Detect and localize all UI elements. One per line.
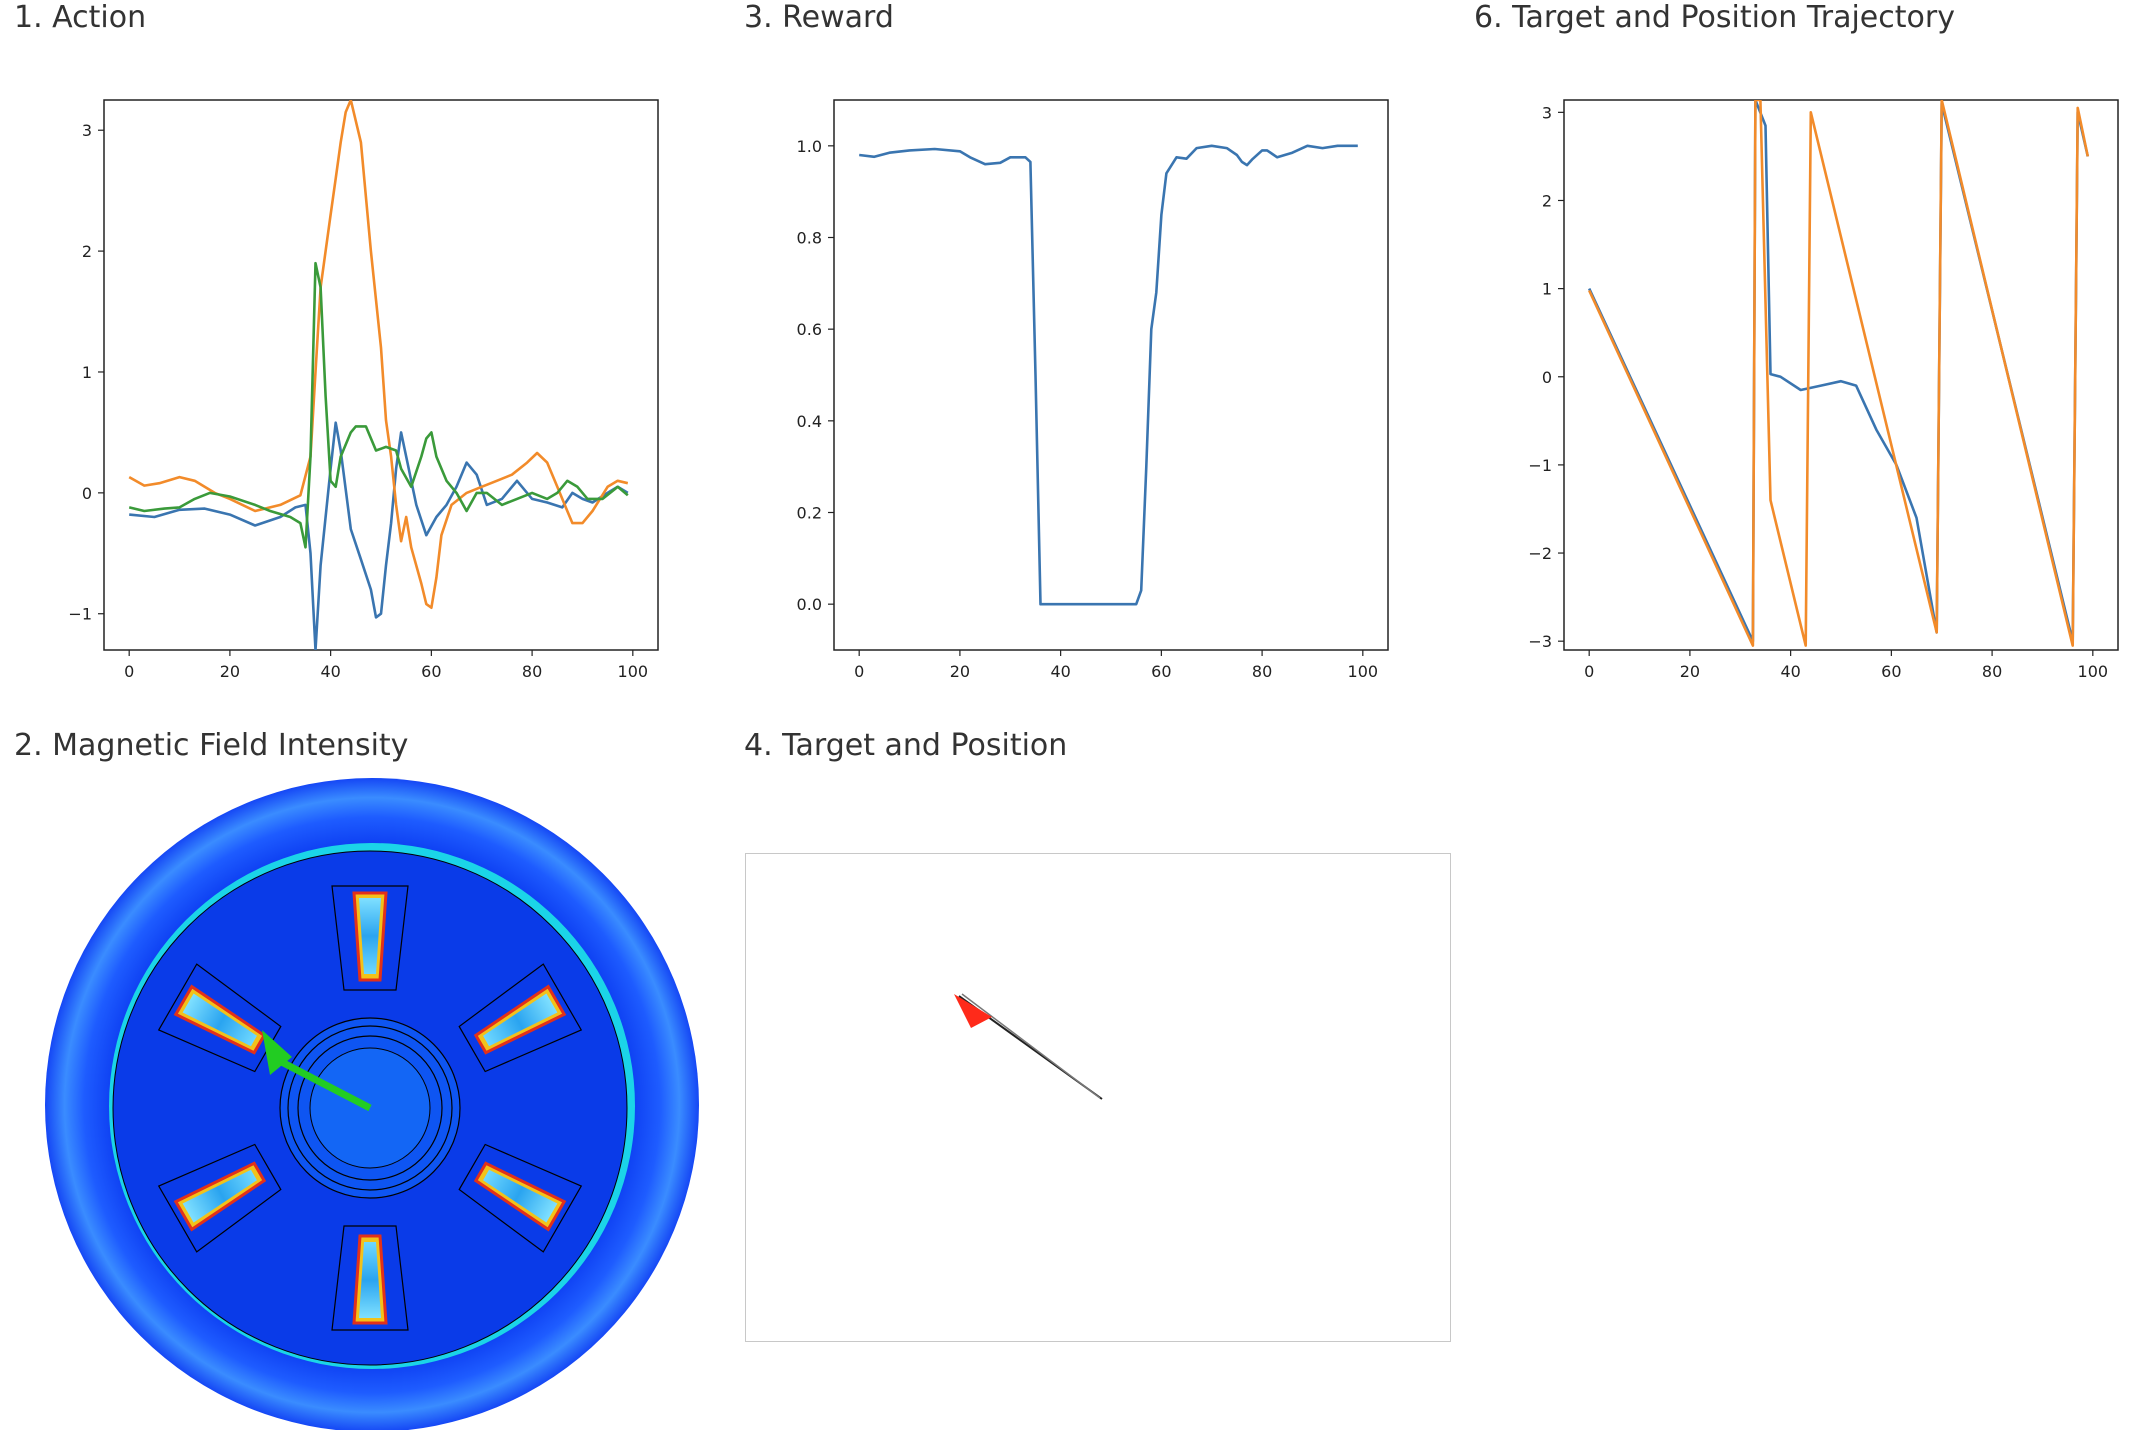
reward-series-line-1 xyxy=(859,144,1358,606)
trajectory-series-line-2 xyxy=(1588,100,2090,647)
y-tick-label: 1.0 xyxy=(797,137,822,156)
action-plot-frame xyxy=(103,99,659,651)
reward-plot-frame xyxy=(833,99,1389,651)
x-tick-label: 60 xyxy=(421,662,441,681)
y-tick-label: 0 xyxy=(1542,368,1552,387)
target-arrow-icon xyxy=(954,994,992,1028)
target-position-arrows xyxy=(954,993,1103,1100)
y-tick-label: 2 xyxy=(1542,191,1552,210)
x-tick-label: 100 xyxy=(2078,662,2109,681)
y-tick-label: 0.2 xyxy=(797,504,822,523)
y-tick-label: 3 xyxy=(1542,103,1552,122)
y-tick-label: 1 xyxy=(1542,280,1552,299)
target-position-view xyxy=(745,853,1451,1342)
field-coil-slot xyxy=(458,1143,583,1253)
y-tick-label: −1 xyxy=(1528,456,1552,475)
trajectory-chart: 0 20 40 60 80 100 −3 −2 −1 0 1 2 3 xyxy=(1528,99,2119,681)
field-coil-slot xyxy=(157,1143,282,1253)
x-tick-label: 0 xyxy=(124,662,134,681)
action-chart: 0 20 40 60 80 100 −1 0 1 2 3 xyxy=(68,99,659,681)
y-tick-label: 3 xyxy=(82,121,92,140)
x-tick-label: 100 xyxy=(1348,662,1379,681)
trajectory-panel-title: 6. Target and Position Trajectory xyxy=(1474,0,1955,35)
x-tick-label: 60 xyxy=(1151,662,1171,681)
y-tick-label: 1 xyxy=(82,363,92,382)
action-panel-title: 1. Action xyxy=(14,0,147,35)
y-tick-label: 0 xyxy=(82,484,92,503)
reward-chart: 0 20 40 60 80 100 0.0 0.2 0.4 0.6 0.8 1.0 xyxy=(797,99,1389,681)
x-tick-label: 40 xyxy=(1050,662,1070,681)
action-series-line-3 xyxy=(128,261,629,549)
action-series-line-1 xyxy=(129,421,629,650)
x-tick-label: 80 xyxy=(1252,662,1272,681)
y-tick-label: 0.8 xyxy=(797,229,822,248)
x-tick-label: 60 xyxy=(1881,662,1901,681)
trajectory-plot-frame xyxy=(1563,99,2119,651)
field-arrow-icon xyxy=(262,1030,372,1112)
y-tick-label: −2 xyxy=(1528,544,1552,563)
x-tick-label: 20 xyxy=(220,662,240,681)
y-tick-label: −1 xyxy=(68,605,92,624)
reward-panel-title: 3. Reward xyxy=(744,0,894,35)
field-coil-slot xyxy=(331,1225,409,1331)
field-coil-slot xyxy=(331,885,409,991)
position-panel-title: 4. Target and Position xyxy=(744,728,1068,763)
x-tick-label: 40 xyxy=(320,662,340,681)
field-coils xyxy=(157,885,583,1331)
magnetic-field-image xyxy=(45,778,699,1430)
x-tick-label: 100 xyxy=(618,662,649,681)
x-tick-label: 0 xyxy=(854,662,864,681)
x-tick-label: 80 xyxy=(522,662,542,681)
field-coil-slot xyxy=(458,963,583,1073)
x-tick-label: 20 xyxy=(950,662,970,681)
x-tick-label: 80 xyxy=(1982,662,2002,681)
field-coil-slot xyxy=(157,963,282,1073)
y-tick-label: 0.0 xyxy=(797,595,822,614)
y-tick-label: −3 xyxy=(1528,632,1552,651)
action-series-line-2 xyxy=(128,100,629,609)
field-panel-title: 2. Magnetic Field Intensity xyxy=(14,728,409,763)
trajectory-series-line-1 xyxy=(1588,100,2090,643)
y-tick-label: 0.4 xyxy=(797,412,822,431)
y-tick-label: 0.6 xyxy=(797,320,822,339)
x-tick-label: 20 xyxy=(1680,662,1700,681)
x-tick-label: 40 xyxy=(1780,662,1800,681)
y-tick-label: 2 xyxy=(82,242,92,261)
x-tick-label: 0 xyxy=(1584,662,1594,681)
